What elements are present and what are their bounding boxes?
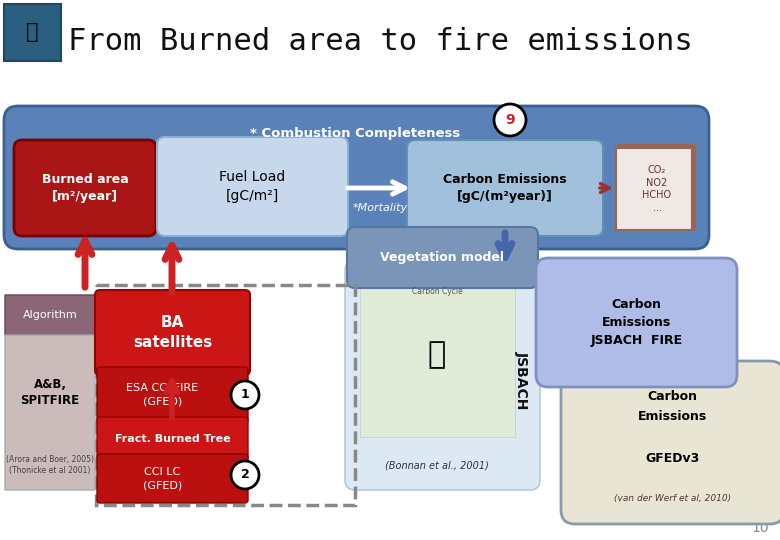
Text: ESA CCI FIRE
(GFED): ESA CCI FIRE (GFED) [126,383,199,407]
Text: *Mortality: *Mortality [353,203,408,213]
FancyBboxPatch shape [619,145,695,227]
Circle shape [231,461,259,489]
Text: JSBACH: JSBACH [515,351,529,409]
FancyBboxPatch shape [345,260,540,490]
Text: 1: 1 [240,388,250,402]
Text: CCI LC
(GFED): CCI LC (GFED) [143,467,182,490]
FancyBboxPatch shape [5,335,95,490]
Circle shape [494,104,526,136]
Text: BA
satellites: BA satellites [133,315,212,350]
FancyBboxPatch shape [4,4,61,61]
Text: 9: 9 [505,113,515,127]
Text: Fuel Load
[gC/m²]: Fuel Load [gC/m²] [219,170,285,202]
Circle shape [231,381,259,409]
Text: CO₂
NO2
HCHO
...: CO₂ NO2 HCHO ... [643,165,672,213]
Text: Algorithm: Algorithm [23,310,77,320]
FancyBboxPatch shape [561,361,780,524]
Text: 10: 10 [751,521,769,535]
Text: Carbon Cycle: Carbon Cycle [412,287,463,296]
FancyBboxPatch shape [97,454,248,503]
FancyBboxPatch shape [14,140,156,236]
Text: (Bonnan et al., 2001): (Bonnan et al., 2001) [385,460,489,470]
Text: A&B,
SPITFIRE: A&B, SPITFIRE [20,377,80,408]
Text: Carbon
Emissions
JSBACH  FIRE: Carbon Emissions JSBACH FIRE [590,298,682,347]
Text: Vegetation model: Vegetation model [381,251,505,264]
FancyBboxPatch shape [97,367,248,423]
FancyBboxPatch shape [347,227,538,288]
Text: 2: 2 [240,469,250,482]
Text: * Combustion Completeness: * Combustion Completeness [250,126,460,139]
Text: Carbon
Emissions

GFEDv3: Carbon Emissions GFEDv3 [638,389,707,465]
Text: From Burned area to fire emissions: From Burned area to fire emissions [68,28,693,57]
Text: Burned area
[m²/year]: Burned area [m²/year] [41,173,129,203]
FancyBboxPatch shape [360,282,515,437]
Text: Fract. Burned Tree: Fract. Burned Tree [115,434,230,443]
Text: 🌍: 🌍 [26,22,38,42]
FancyBboxPatch shape [616,148,692,230]
FancyBboxPatch shape [97,417,248,460]
FancyBboxPatch shape [618,146,693,228]
FancyBboxPatch shape [5,295,95,335]
Text: (Arora and Boer, 2005)
(Thonicke et al 2001): (Arora and Boer, 2005) (Thonicke et al 2… [6,455,94,475]
FancyBboxPatch shape [407,140,603,236]
FancyBboxPatch shape [536,258,737,387]
Text: (van der Werf et al, 2010): (van der Werf et al, 2010) [614,494,731,503]
Text: Carbon Emissions
[gC/(m²year)]: Carbon Emissions [gC/(m²year)] [443,173,567,203]
FancyBboxPatch shape [157,137,348,236]
Text: 🌳: 🌳 [428,341,446,369]
FancyBboxPatch shape [95,290,250,375]
FancyBboxPatch shape [4,106,709,249]
